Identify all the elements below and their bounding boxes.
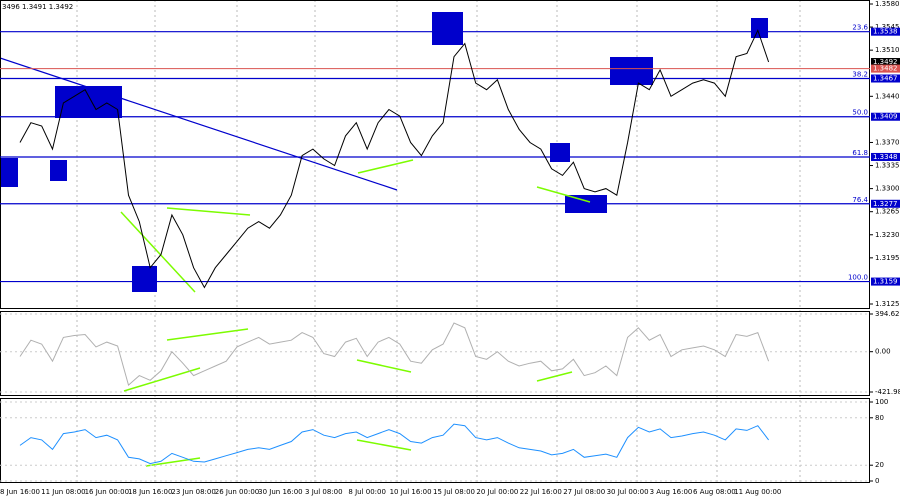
- x-tick-label: 10 Jul 16:00: [390, 488, 432, 496]
- x-tick-label: 22 Jul 16:00: [520, 488, 562, 496]
- x-tick-label: 11 Aug 00:00: [734, 488, 781, 496]
- series-line: [19, 29, 770, 289]
- y-tick-label: 1.3580: [875, 0, 900, 8]
- header: 3496 1.3491 1.3492: [2, 3, 73, 11]
- series-line: [19, 322, 770, 387]
- bid-value: 1.3482: [873, 65, 898, 73]
- y-tick-label: 20: [875, 461, 884, 469]
- trendline: [0, 57, 398, 191]
- y-tick-label: 100: [875, 398, 888, 406]
- x-tick-label: 11 Jun 08:00: [41, 488, 85, 496]
- y-tick-label: 0.00: [875, 348, 891, 356]
- level-value: 1.3277: [873, 200, 898, 208]
- level-name: 50.0: [852, 109, 868, 117]
- x-tick-label: 6 Aug 08:00: [693, 488, 736, 496]
- panel-frames: [0, 0, 870, 483]
- y-tick-label: 1.3125: [875, 300, 900, 308]
- y-tick-label: 0: [875, 477, 879, 485]
- level-value: 1.3159: [873, 278, 898, 286]
- y-tick-label: 1.3335: [875, 162, 900, 170]
- level-name: 23.6: [852, 24, 868, 32]
- level-tag: [871, 112, 900, 121]
- level-name: 38.2: [852, 71, 868, 79]
- y-tick-label: 1.3230: [875, 231, 900, 239]
- x-tick-label: 3 Aug 16:00: [650, 488, 693, 496]
- level-value: 1.3467: [873, 75, 898, 83]
- level-value: 1.3348: [873, 153, 898, 161]
- y-tick-label: 1.3300: [875, 185, 900, 193]
- bid-tag: [871, 64, 900, 73]
- y-tick-label: 1.3440: [875, 92, 900, 100]
- x-tick-label: 16 Jun 00:00: [85, 488, 129, 496]
- highlight-boxes: [0, 12, 768, 292]
- y-tick-label: 1.3545: [875, 23, 900, 31]
- level-name: 100.0: [848, 274, 868, 282]
- y-tick-label: 394.6289: [875, 310, 900, 318]
- y-tick-label: 1.3195: [875, 254, 900, 262]
- y-tick-label: -421.987: [875, 388, 900, 396]
- y-tick-label: 1.3510: [875, 46, 900, 54]
- ask-tag: [871, 58, 900, 67]
- level-tag: [871, 74, 900, 83]
- y-tick-label: 1.3370: [875, 138, 900, 146]
- x-tick-label: 30 Jun 16:00: [258, 488, 302, 496]
- x-tick-label: 27 Jul 08:00: [563, 488, 605, 496]
- x-tick-label: 20 Jul 00:00: [476, 488, 518, 496]
- level-tag: [871, 152, 900, 161]
- x-tick-label: 8 Jul 00:00: [348, 488, 386, 496]
- y-tick-label: 1.3265: [875, 208, 900, 216]
- level-value: 1.3409: [873, 113, 898, 121]
- level-name: 61.8: [852, 149, 868, 157]
- level-tag: [871, 27, 900, 36]
- level-name: 76.4: [852, 196, 868, 204]
- level-value: 1.3538: [873, 28, 898, 36]
- x-tick-label: 18 Jun 16:00: [128, 488, 172, 496]
- level-tag: [871, 277, 900, 286]
- x-tick-label: 15 Jul 08:00: [433, 488, 475, 496]
- x-tick-label: 8 Jun 16:00: [0, 488, 40, 496]
- x-tick-label: 3 Jul 08:00: [305, 488, 343, 496]
- divergence-lines: [120, 159, 591, 467]
- x-tick-label: 26 Jun 00:00: [215, 488, 259, 496]
- ask-value: 1.3492: [873, 58, 898, 66]
- x-tick-label: 30 Jul 00:00: [607, 488, 649, 496]
- level-tag: [871, 199, 900, 208]
- x-tick-label: 23 Jun 08:00: [171, 488, 215, 496]
- y-tick-label: 80: [875, 414, 884, 422]
- series-line: [19, 423, 769, 465]
